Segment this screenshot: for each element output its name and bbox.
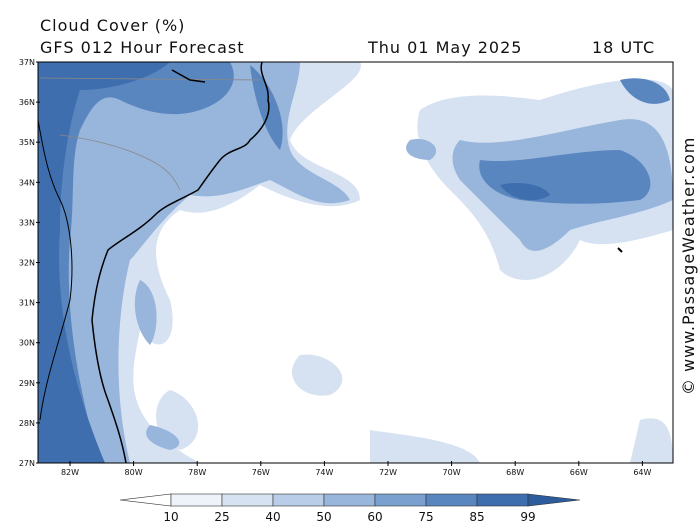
lat-label: 37N: [19, 58, 35, 67]
colorbar-label: 99: [520, 510, 535, 524]
time: 18 UTC: [592, 38, 655, 57]
lat-label: 33N: [19, 218, 35, 227]
lat-label: 32N: [19, 259, 35, 268]
lon-label: 72W: [379, 468, 397, 477]
colorbar-label: 10: [163, 510, 178, 524]
lon-label: 66W: [570, 468, 588, 477]
colorbar-label: 25: [214, 510, 229, 524]
lon-label: 68W: [506, 468, 524, 477]
credit: © www.PassageWeather.com: [679, 137, 698, 395]
colorbar-label: 50: [316, 510, 331, 524]
colorbar-label: 40: [265, 510, 280, 524]
coastline: [91, 62, 270, 463]
lat-label: 35N: [19, 138, 35, 147]
lat-label: 34N: [19, 178, 35, 187]
lon-label: 82W: [61, 468, 79, 477]
lon-label: 76W: [252, 468, 270, 477]
subtitle: GFS 012 Hour Forecast: [40, 38, 245, 57]
date: Thu 01 May 2025: [367, 38, 522, 57]
colorbar: 10 25 40 50 60 75 85 99: [119, 493, 581, 524]
map-field: [38, 62, 673, 463]
title: Cloud Cover (%): [40, 16, 185, 35]
lat-label: 27N: [19, 459, 35, 468]
axes: 37N 36N 35N 34N 33N 32N 31N 30N 29N 28N 27N 82W 80W 7…: [19, 58, 652, 477]
lon-label: 74W: [315, 468, 333, 477]
lon-label: 70W: [443, 468, 461, 477]
cloud-thick: [38, 62, 550, 463]
lat-label: 29N: [19, 379, 35, 388]
lat-label: 36N: [19, 98, 35, 107]
colorbar-label: 75: [418, 510, 433, 524]
lat-label: 28N: [19, 419, 35, 428]
lat-label: 30N: [19, 339, 35, 348]
lat-label: 31N: [19, 299, 35, 308]
colorbar-label: 85: [469, 510, 484, 524]
colorbar-label: 60: [367, 510, 382, 524]
borders: [39, 77, 261, 191]
island: [617, 247, 623, 253]
lake: [171, 69, 206, 83]
lon-label: 64W: [633, 468, 651, 477]
lon-label: 78W: [188, 468, 206, 477]
lon-label: 80W: [125, 468, 143, 477]
coastline-west: [38, 119, 73, 421]
